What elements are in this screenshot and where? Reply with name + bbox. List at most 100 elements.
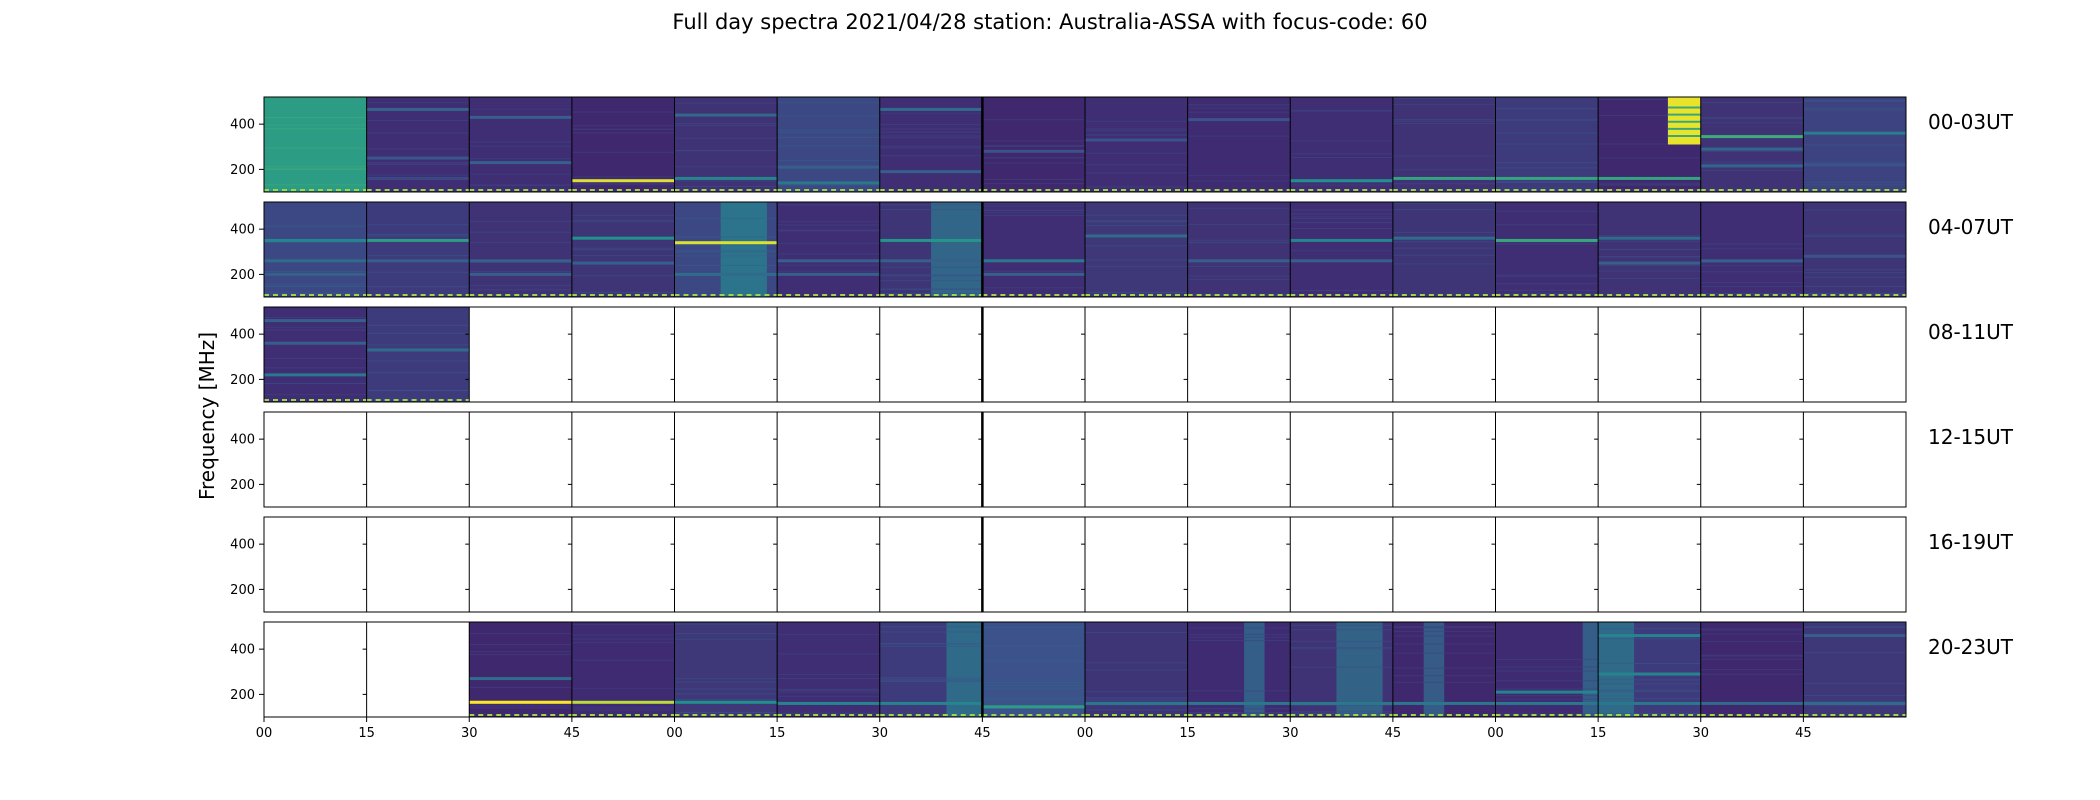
texture-line <box>777 204 880 206</box>
spectrum-panel <box>1392 202 1496 297</box>
emission-line <box>1392 176 1496 180</box>
panel-background <box>366 202 470 297</box>
texture-line <box>264 383 367 385</box>
texture-line <box>366 164 470 166</box>
emission-line <box>1598 236 1701 240</box>
texture-line <box>777 137 880 139</box>
texture-line <box>1085 709 1188 711</box>
texture-line <box>777 677 880 679</box>
texture-line <box>674 264 778 266</box>
texture-line <box>1495 698 1599 700</box>
emission-line <box>469 272 572 276</box>
texture-line <box>571 132 675 134</box>
texture-line <box>1598 270 1701 272</box>
texture-line <box>879 677 983 679</box>
texture-line <box>1700 122 1804 124</box>
texture-line <box>264 357 367 359</box>
emission-line <box>366 176 470 180</box>
texture-line <box>1290 110 1393 112</box>
burst-stripe <box>1667 113 1701 116</box>
texture-line <box>469 643 572 645</box>
texture-line <box>1392 183 1496 185</box>
panel-band <box>946 622 983 717</box>
emission-line <box>571 179 675 183</box>
texture-line <box>674 693 778 695</box>
x-tick-label: 30 <box>1282 726 1299 741</box>
texture-line <box>366 390 470 392</box>
texture-line <box>982 214 1085 216</box>
chart-title: Full day spectra 2021/04/28 station: Aus… <box>672 10 1428 34</box>
spectrum-panel <box>1187 97 1291 192</box>
texture-line <box>1392 104 1496 106</box>
texture-line <box>571 249 675 251</box>
texture-line <box>1495 132 1599 134</box>
texture-line <box>1495 289 1599 291</box>
panel-background <box>1085 97 1188 192</box>
texture-line <box>777 689 880 691</box>
texture-line <box>1187 708 1291 710</box>
texture-line <box>469 295 572 297</box>
texture-line <box>366 324 470 326</box>
texture-line <box>264 367 367 369</box>
spectrum-panel <box>1598 202 1701 297</box>
texture-line <box>1803 209 1906 211</box>
emission-line <box>1803 254 1906 258</box>
emission-line <box>469 677 572 681</box>
texture-line <box>879 274 983 276</box>
texture-line <box>571 219 675 221</box>
emission-line <box>366 156 470 160</box>
x-tick-label: 45 <box>974 726 991 741</box>
panel-background <box>1392 97 1496 192</box>
panel-band <box>1336 622 1383 717</box>
texture-line <box>1598 182 1701 184</box>
texture-line <box>1803 292 1906 294</box>
texture-line <box>1598 240 1701 242</box>
texture-line <box>264 117 367 119</box>
texture-line <box>366 344 470 346</box>
texture-line <box>1392 97 1496 99</box>
texture-line <box>571 214 675 216</box>
emission-line <box>366 348 470 352</box>
texture-line <box>1700 248 1804 250</box>
texture-line <box>264 271 367 273</box>
spectrum-panel <box>1803 622 1906 717</box>
emission-line <box>1598 701 1701 705</box>
spectrum-panel <box>1290 622 1393 717</box>
texture-line <box>777 115 880 117</box>
texture-line <box>1803 162 1906 164</box>
texture-line <box>982 178 1085 180</box>
texture-line <box>1085 669 1188 671</box>
texture-line <box>1495 274 1599 276</box>
texture-line <box>982 644 1085 646</box>
texture-line <box>469 686 572 688</box>
spectrum-panel <box>674 97 778 192</box>
spectrum-panel <box>1495 622 1599 717</box>
texture-line <box>1290 227 1393 229</box>
texture-line <box>1392 120 1496 122</box>
texture-line <box>1803 694 1906 696</box>
texture-line <box>1598 184 1701 186</box>
texture-line <box>1598 189 1701 191</box>
spectrum-panel <box>1392 97 1496 192</box>
row-time-label: 08-11UT <box>1928 320 2014 344</box>
texture-line <box>777 131 880 133</box>
texture-line <box>264 147 367 149</box>
texture-line <box>469 145 572 147</box>
texture-line <box>674 250 778 252</box>
texture-line <box>1598 691 1701 693</box>
texture-line <box>1290 216 1393 218</box>
emission-line <box>879 701 983 705</box>
texture-line <box>982 157 1085 159</box>
texture-line <box>1598 689 1701 691</box>
emission-line <box>1598 672 1701 676</box>
texture-line <box>879 680 983 682</box>
spectrum-panel <box>777 202 880 297</box>
panel-background <box>982 202 1085 297</box>
texture-line <box>674 236 778 238</box>
texture-line <box>1085 134 1188 136</box>
texture-line <box>469 705 572 707</box>
texture-line <box>1700 654 1804 656</box>
emission-line <box>1598 634 1701 638</box>
texture-line <box>469 270 572 272</box>
texture-line <box>777 160 880 162</box>
